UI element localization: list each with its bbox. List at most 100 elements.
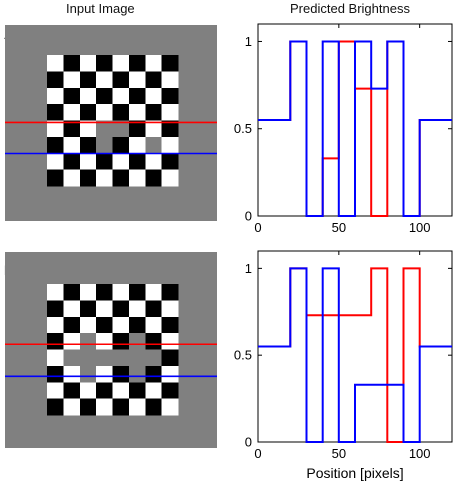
checker-cell	[145, 87, 162, 105]
checker-cell	[96, 153, 113, 170]
checker-cell	[63, 153, 81, 170]
checker-cell	[145, 104, 162, 121]
checker-cell	[128, 284, 146, 301]
checker-cell	[63, 87, 81, 105]
checker-cell	[128, 169, 146, 187]
checker-cell	[161, 169, 179, 187]
checker-cell	[161, 153, 179, 170]
checker-cell	[96, 120, 113, 138]
checker-cell	[79, 55, 97, 72]
checker-cell	[47, 71, 64, 89]
checker-cell	[79, 153, 97, 170]
checker-cell	[47, 55, 64, 72]
checker-cell	[79, 398, 97, 416]
checker-cell	[145, 55, 162, 72]
checker-cell	[79, 284, 97, 301]
checker-cell	[79, 300, 97, 318]
checker-cell	[145, 333, 162, 350]
x-tick-label: 50	[332, 220, 346, 235]
checker-cell	[161, 365, 179, 383]
x-tick-label: 0	[254, 220, 261, 235]
y-tick-label: 0.5	[234, 121, 252, 136]
checker-cell	[112, 71, 130, 89]
checker-cell	[145, 349, 162, 367]
checker-cell	[145, 284, 162, 301]
checker-cell	[96, 365, 113, 383]
checker-cell	[112, 284, 130, 301]
checker-cell	[47, 398, 64, 416]
checker-cell	[112, 349, 130, 367]
checker-cell	[47, 365, 64, 383]
series-line-blue	[258, 40, 452, 217]
checker-cell	[112, 333, 130, 350]
checker-cell	[63, 136, 81, 154]
checker-cell	[161, 104, 179, 121]
checker-cell	[79, 333, 97, 350]
checker-cell	[145, 120, 162, 138]
checker-cell	[145, 316, 162, 334]
checker-cell	[63, 169, 81, 187]
checker-cell	[161, 71, 179, 89]
checker-cell	[145, 300, 162, 318]
checker-cell	[161, 349, 179, 367]
checker-cell	[128, 87, 146, 105]
checker-cell	[63, 398, 81, 416]
checker-cell	[63, 284, 81, 301]
checker-cell	[47, 284, 64, 301]
checker-cell	[128, 55, 146, 72]
input-image-b	[5, 252, 217, 448]
checker-cell	[96, 55, 113, 72]
checker-cell	[112, 300, 130, 318]
checker-cell	[63, 120, 81, 138]
checker-cell	[47, 300, 64, 318]
checker-cell	[112, 316, 130, 334]
checker-cell	[47, 316, 64, 334]
x-tick-label: 0	[254, 446, 261, 461]
checker-cell	[161, 87, 179, 105]
checker-cell	[128, 349, 146, 367]
checker-cell	[47, 87, 64, 105]
checker-cell	[47, 169, 64, 187]
checker-cell	[96, 382, 113, 399]
checker-cell	[96, 284, 113, 301]
checker-cell	[128, 136, 146, 154]
checker-cell	[161, 284, 179, 301]
checker-cell	[79, 365, 97, 383]
checker-cell	[79, 136, 97, 154]
checker-cell	[128, 153, 146, 170]
checker-cell	[47, 136, 64, 154]
checker-cell	[96, 333, 113, 350]
checker-cell	[96, 136, 113, 154]
checker-cell	[128, 365, 146, 383]
checker-cell	[112, 398, 130, 416]
y-tick-label: 1	[245, 34, 252, 49]
x-tick-label: 100	[409, 446, 431, 461]
checker-cell	[96, 316, 113, 334]
checker-cell	[161, 382, 179, 399]
checker-cell	[161, 55, 179, 72]
x-tick-label: 100	[409, 220, 431, 235]
y-tick-label: 0	[245, 435, 252, 450]
checker-cell	[128, 71, 146, 89]
checker-cell	[79, 349, 97, 367]
checker-cell	[112, 153, 130, 170]
checker-cell	[96, 300, 113, 318]
checker-cell	[63, 349, 81, 367]
checker-cell	[112, 365, 130, 383]
brightness-chart-b: 0 50 100 0 0.5 1 Position [pixels]	[234, 250, 453, 481]
checker-cell	[79, 316, 97, 334]
checker-cell	[128, 104, 146, 121]
checker-cell	[63, 104, 81, 121]
checker-cell	[145, 398, 162, 416]
checker-cell	[145, 169, 162, 187]
checker-cell	[145, 153, 162, 170]
checker-cell	[161, 136, 179, 154]
series-line-blue	[258, 267, 452, 443]
checker-cell	[79, 87, 97, 105]
checker-cell	[47, 104, 64, 121]
checker-cell	[112, 104, 130, 121]
checker-cell	[112, 120, 130, 138]
y-tick-label: 0.5	[234, 348, 252, 363]
checker-cell	[47, 382, 64, 399]
checker-cell	[79, 120, 97, 138]
